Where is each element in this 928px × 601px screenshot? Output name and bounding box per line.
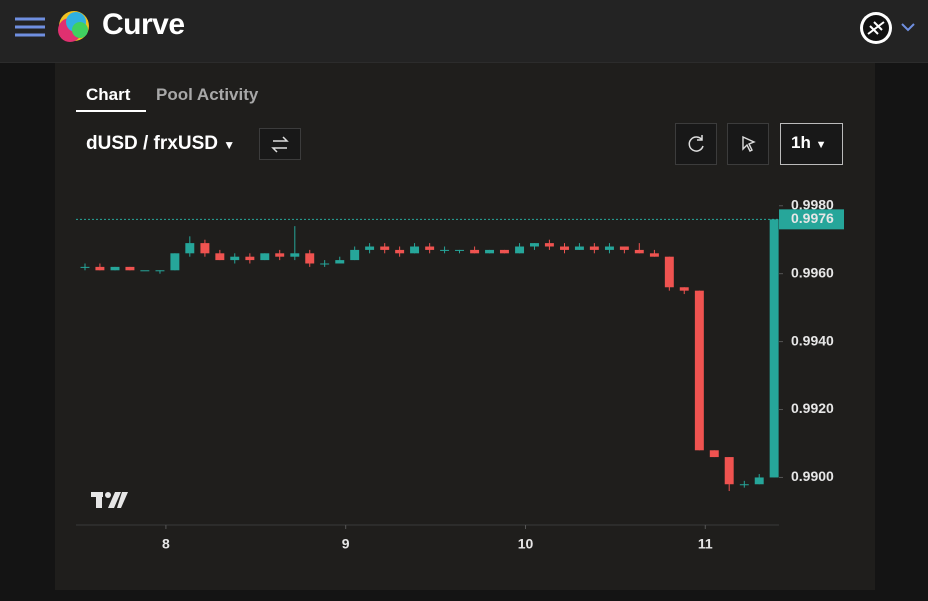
candle-body	[574, 246, 584, 250]
menu-button[interactable]	[15, 17, 45, 37]
candle-body	[140, 270, 150, 272]
last-price-tag	[779, 209, 844, 230]
x-tick-label: 9	[342, 536, 350, 552]
candle-body	[694, 290, 704, 451]
candle-body	[499, 249, 509, 254]
candle-body	[679, 287, 689, 291]
tab-underline	[76, 110, 146, 112]
candle-body	[769, 219, 779, 478]
candle-body	[245, 256, 255, 261]
candle-body	[560, 246, 569, 250]
candle-body	[440, 249, 450, 251]
candle-body	[589, 246, 599, 250]
x-tick-label: 8	[162, 536, 170, 552]
candle-body	[724, 457, 734, 485]
candle-body	[485, 249, 495, 254]
candle-body	[80, 266, 90, 268]
y-tick-label: 0.9920	[791, 400, 834, 416]
swap-icon	[271, 136, 289, 153]
cursor-button[interactable]	[727, 123, 769, 165]
candle-body	[380, 246, 390, 250]
candle-body	[200, 243, 210, 254]
candle-body	[290, 253, 300, 257]
candle-body	[125, 266, 135, 271]
candle-body	[634, 249, 644, 254]
x-tick-label: 10	[518, 536, 534, 552]
candle-body	[320, 263, 330, 265]
tv-logo	[91, 492, 128, 508]
y-tick-label: 0.9940	[791, 332, 834, 348]
candle-body	[739, 484, 749, 486]
top-nav: Curve	[0, 0, 928, 63]
candle-body	[260, 253, 270, 261]
x-tick-label: 11	[698, 536, 713, 552]
candle-body	[544, 243, 554, 247]
candle-body	[170, 253, 180, 271]
candle-body	[664, 256, 674, 288]
candle-body	[395, 249, 405, 254]
logo	[58, 11, 89, 42]
interval: 1h	[791, 133, 811, 152]
nav-icons	[15, 11, 915, 44]
candle-body	[754, 477, 764, 485]
candle-body	[155, 270, 165, 272]
brand: Curve	[102, 8, 185, 41]
tab[interactable]: Chart	[86, 85, 131, 104]
y-tick-label: 0.9900	[791, 468, 834, 484]
candle-body	[530, 243, 539, 247]
candle-body	[470, 249, 480, 254]
candle-body	[95, 266, 105, 271]
y-tick-label: 0.9960	[791, 264, 834, 280]
pair: dUSD / frxUSD	[86, 133, 218, 154]
interval-button[interactable]: 1h ▼	[780, 123, 843, 165]
candle-body	[649, 253, 659, 257]
candle-body	[515, 246, 525, 254]
wallet-button[interactable]	[860, 12, 915, 44]
caret: ▼	[815, 139, 827, 151]
cursor-icon	[742, 135, 756, 152]
candle-body	[410, 246, 420, 254]
candle-body	[604, 246, 614, 250]
candle-body	[709, 450, 719, 458]
candle-body	[335, 260, 345, 264]
candle-body	[185, 243, 195, 254]
candle-body	[215, 253, 225, 261]
candle-body	[230, 256, 240, 261]
candle-body	[275, 253, 285, 257]
candle-body	[305, 253, 315, 264]
tab[interactable]: Pool Activity	[156, 85, 259, 104]
candle-body	[619, 246, 629, 250]
y-tick-label: 0.9980	[791, 196, 834, 212]
candle-body	[350, 249, 360, 261]
candle-body	[365, 246, 375, 250]
chart-card: Chart Pool Activity dUSD / frxUSD ▼ 1h ▼	[55, 63, 875, 590]
candle-body	[455, 249, 464, 251]
candle-body	[425, 246, 435, 250]
swap-button[interactable]	[259, 128, 301, 160]
refresh-icon	[688, 135, 704, 152]
last-price-label: 0.9976	[791, 210, 834, 226]
candle-body	[110, 266, 120, 271]
pair-selector[interactable]: dUSD / frxUSD ▼	[86, 133, 235, 155]
caret: ▼	[223, 138, 236, 152]
refresh-button[interactable]	[675, 123, 717, 165]
